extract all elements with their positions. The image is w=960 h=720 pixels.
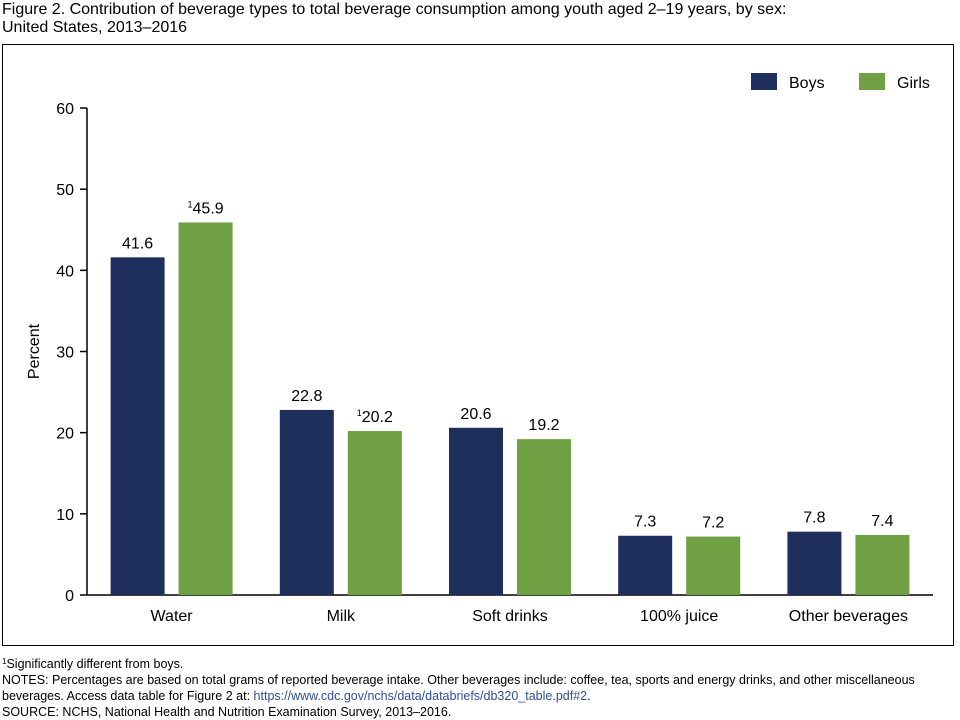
bar-boys: [110, 257, 165, 595]
bar-girls: [517, 439, 571, 595]
bar-girls: [686, 536, 741, 595]
data-label: 41.6: [122, 235, 153, 252]
x-category-label: Other beverages: [789, 608, 908, 625]
legend-swatch-boys: [751, 73, 777, 90]
x-category-label: Milk: [327, 608, 356, 625]
y-tick-label: 20: [56, 426, 74, 443]
bar-boys: [787, 531, 842, 595]
data-label: 7.2: [702, 515, 724, 532]
y-tick-label: 60: [56, 101, 74, 118]
x-category-label: 100% juice: [640, 608, 718, 625]
chart-frame: 0 10 20 30 40 50 60 Percent 41.6 145.9 Water 22.8 12…: [2, 44, 954, 646]
bar-girls: [178, 222, 233, 595]
figure-notes: 1Significantly different from boys. NOTE…: [2, 656, 952, 720]
legend-label-boys: Boys: [789, 75, 825, 92]
y-tick-label: 10: [56, 507, 74, 524]
y-tick-label: 50: [56, 182, 74, 199]
data-table-link[interactable]: https://www.cdc.gov/nchs/data/databriefs…: [253, 689, 588, 703]
notes-paragraph: NOTES: Percentages are based on total gr…: [2, 672, 952, 704]
y-tick-label: 30: [56, 345, 74, 362]
data-label: 120.2: [357, 408, 393, 426]
bar-boys: [618, 535, 673, 595]
figure-title-line-2: United States, 2013–2016: [2, 19, 188, 36]
data-label: 7.3: [634, 514, 656, 531]
x-category-label: Soft drinks: [472, 608, 548, 625]
y-tick-label: 0: [65, 588, 74, 605]
footnote: 1Significantly different from boys.: [2, 656, 952, 672]
y-tick-label: 40: [56, 263, 74, 280]
bar-boys: [449, 427, 503, 595]
notes-text: NOTES: Percentages are based on total gr…: [2, 673, 915, 703]
bar-chart: 0 10 20 30 40 50 60 Percent 41.6 145.9 Water 22.8 12…: [26, 73, 933, 625]
legend-swatch-girls: [859, 73, 885, 90]
x-category-label: Water: [151, 608, 194, 625]
data-label: 19.2: [528, 417, 559, 434]
y-axis-title: Percent: [26, 323, 43, 379]
bar-girls: [347, 431, 402, 595]
data-label: 7.4: [871, 513, 893, 530]
data-label: 7.8: [803, 510, 825, 527]
figure-title: Figure 2. Contribution of beverage types…: [2, 1, 952, 37]
data-label: 20.6: [460, 406, 491, 423]
legend-label-girls: Girls: [897, 75, 930, 92]
bar-boys: [279, 409, 334, 595]
figure-title-line-1: Figure 2. Contribution of beverage types…: [2, 1, 787, 18]
footnote-text: Significantly different from boys.: [6, 657, 184, 671]
notes-link-suffix: .: [587, 689, 591, 703]
bar-girls: [855, 534, 910, 595]
data-label: 145.9: [188, 199, 224, 217]
data-label: 22.8: [291, 388, 322, 405]
source-text: SOURCE: NCHS, National Health and Nutrit…: [2, 705, 452, 719]
footnote-marker: 1: [2, 657, 7, 666]
